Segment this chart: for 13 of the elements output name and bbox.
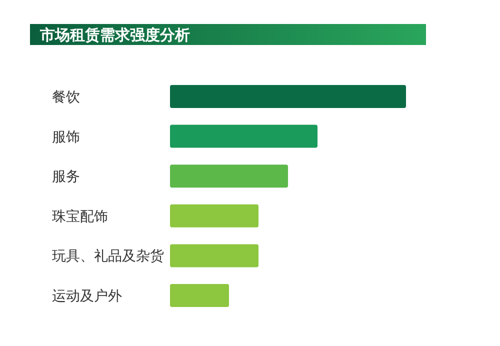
y-tick-label: 珠宝配饰	[52, 208, 108, 225]
bar	[170, 85, 406, 108]
bar	[170, 204, 258, 228]
y-tick-label: 服饰	[52, 129, 80, 146]
y-tick-label: 服务	[52, 169, 80, 186]
bar	[170, 244, 258, 268]
bar	[170, 124, 318, 148]
y-tick-label: 玩具、礼品及杂货	[52, 248, 164, 265]
y-tick-label: 运动及户外	[52, 288, 122, 304]
chart-title: 市场租赁需求强度分析	[39, 26, 190, 44]
bar	[170, 164, 288, 188]
bar	[170, 284, 229, 307]
y-tick-label: 餐饮	[52, 90, 80, 106]
